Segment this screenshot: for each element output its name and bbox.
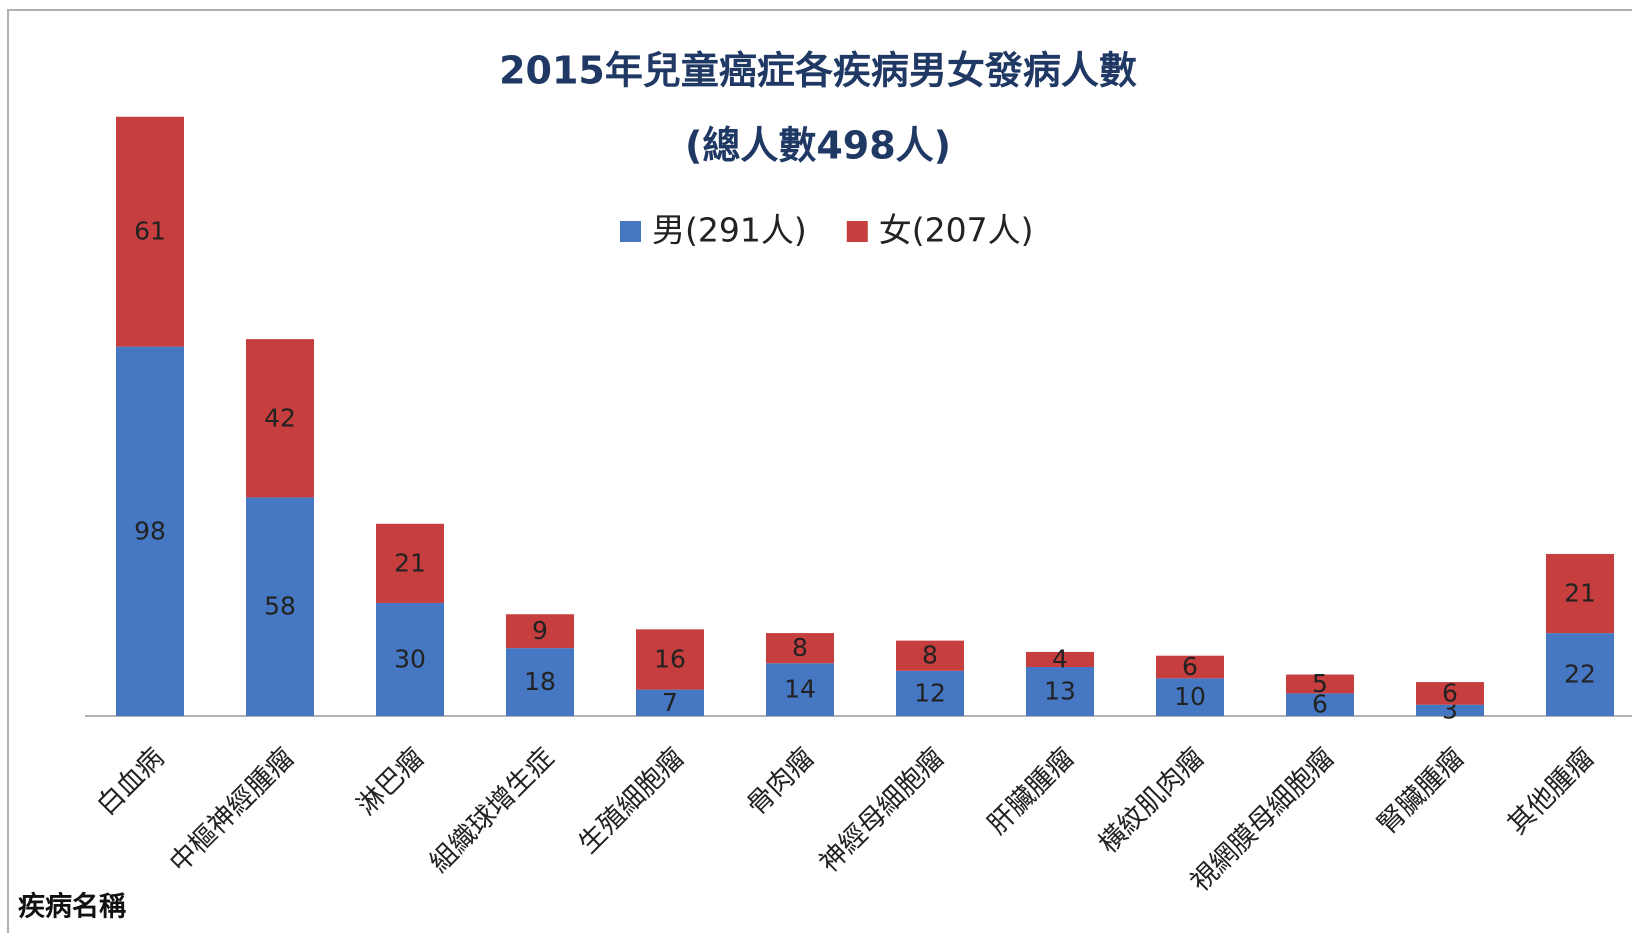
bar-segment [1156, 655, 1224, 679]
x-tick-label: 神經母細胞瘤 [814, 742, 950, 878]
x-tick-label: 組織球增生症 [424, 742, 560, 878]
bar-segment [896, 670, 964, 716]
legend-swatch [846, 221, 868, 242]
value-label: 21 [1564, 579, 1596, 608]
bar-segment [1286, 674, 1354, 694]
legend-label: 女(207人) [879, 211, 1034, 250]
value-label: 22 [1564, 660, 1596, 689]
value-label: 8 [922, 641, 938, 670]
chart-title: 2015年兒童癌症各疾病男女發病人數 [499, 49, 1137, 93]
legend-swatch [620, 221, 641, 242]
x-tick-label: 生殖細胞瘤 [573, 742, 690, 859]
bar-segment [1546, 553, 1614, 634]
value-label: 13 [1044, 677, 1076, 706]
x-tick-label: 橫紋肌肉瘤 [1093, 742, 1210, 859]
bar-segment [1416, 704, 1484, 716]
value-label: 9 [532, 616, 548, 645]
x-tick-label: 骨肉瘤 [741, 742, 820, 821]
x-tick-label: 肝臟腫瘤 [982, 742, 1080, 840]
bar-segment [1416, 682, 1484, 705]
x-tick-label: 腎臟腫瘤 [1372, 742, 1470, 840]
value-label: 18 [524, 667, 556, 696]
bar-segment [506, 648, 574, 716]
value-label: 6 [1182, 652, 1198, 681]
value-label: 4 [1052, 644, 1068, 673]
bar-segment [506, 614, 574, 649]
value-label: 42 [264, 403, 296, 432]
bar-segment [896, 640, 964, 671]
value-label: 30 [394, 644, 426, 673]
bar-segment [766, 663, 834, 716]
value-label: 12 [914, 678, 946, 707]
bar-segment [246, 339, 314, 498]
chart-subtitle: (總人數498人) [685, 124, 951, 168]
value-label: 61 [134, 217, 166, 246]
bar-segment [1026, 651, 1094, 668]
value-label: 98 [134, 516, 166, 545]
bar-segment [1156, 678, 1224, 716]
value-label: 58 [264, 592, 296, 621]
bar-segment [1026, 667, 1094, 716]
value-label: 5 [1312, 669, 1328, 698]
x-tick-label: 其他腫瘤 [1502, 742, 1600, 840]
x-tick-label: 中樞神經腫瘤 [164, 742, 300, 878]
bar-segment [1286, 693, 1354, 716]
bar-segment [246, 497, 314, 716]
value-label: 6 [1312, 690, 1328, 719]
bar-segment [1546, 633, 1614, 716]
value-label: 10 [1174, 682, 1206, 711]
legend-label: 男(291人) [652, 211, 807, 250]
chart-frame [7, 9, 1632, 933]
bar-segment [376, 602, 444, 716]
bar-segment [636, 689, 704, 716]
bar-segment [766, 633, 834, 664]
bar-segment [376, 523, 444, 603]
bar-segment [116, 346, 184, 716]
bar-segment [636, 629, 704, 690]
bar-segment [116, 116, 184, 347]
value-label: 14 [784, 675, 816, 704]
value-label: 7 [662, 688, 678, 717]
value-label: 8 [792, 633, 808, 662]
value-label: 16 [654, 644, 686, 673]
value-label: 6 [1442, 678, 1458, 707]
x-tick-label: 白血病 [91, 742, 170, 821]
x-tick-label: 淋巴瘤 [351, 742, 430, 821]
value-label: 21 [394, 548, 426, 577]
x-axis-title: 疾病名稱 [18, 891, 126, 923]
